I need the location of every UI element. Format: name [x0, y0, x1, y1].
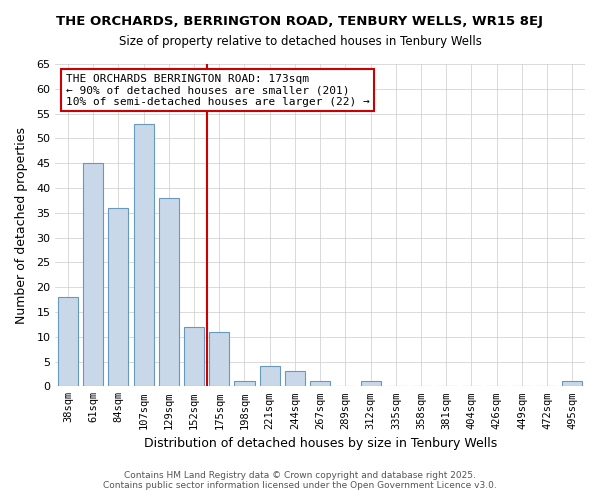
X-axis label: Distribution of detached houses by size in Tenbury Wells: Distribution of detached houses by size … [143, 437, 497, 450]
Bar [134, 124, 154, 386]
Bar [159, 198, 179, 386]
Bar [184, 327, 204, 386]
Bar [58, 297, 78, 386]
Bar [562, 382, 583, 386]
Bar [361, 382, 380, 386]
Text: THE ORCHARDS, BERRINGTON ROAD, TENBURY WELLS, WR15 8EJ: THE ORCHARDS, BERRINGTON ROAD, TENBURY W… [56, 15, 544, 28]
Bar [209, 332, 229, 386]
Text: THE ORCHARDS BERRINGTON ROAD: 173sqm
← 90% of detached houses are smaller (201)
: THE ORCHARDS BERRINGTON ROAD: 173sqm ← 9… [66, 74, 370, 107]
Bar [83, 163, 103, 386]
Bar [285, 372, 305, 386]
Bar [108, 208, 128, 386]
Text: Contains HM Land Registry data © Crown copyright and database right 2025.
Contai: Contains HM Land Registry data © Crown c… [103, 470, 497, 490]
Bar [260, 366, 280, 386]
Bar [310, 382, 330, 386]
Y-axis label: Number of detached properties: Number of detached properties [15, 126, 28, 324]
Text: Size of property relative to detached houses in Tenbury Wells: Size of property relative to detached ho… [119, 35, 481, 48]
Bar [235, 382, 254, 386]
